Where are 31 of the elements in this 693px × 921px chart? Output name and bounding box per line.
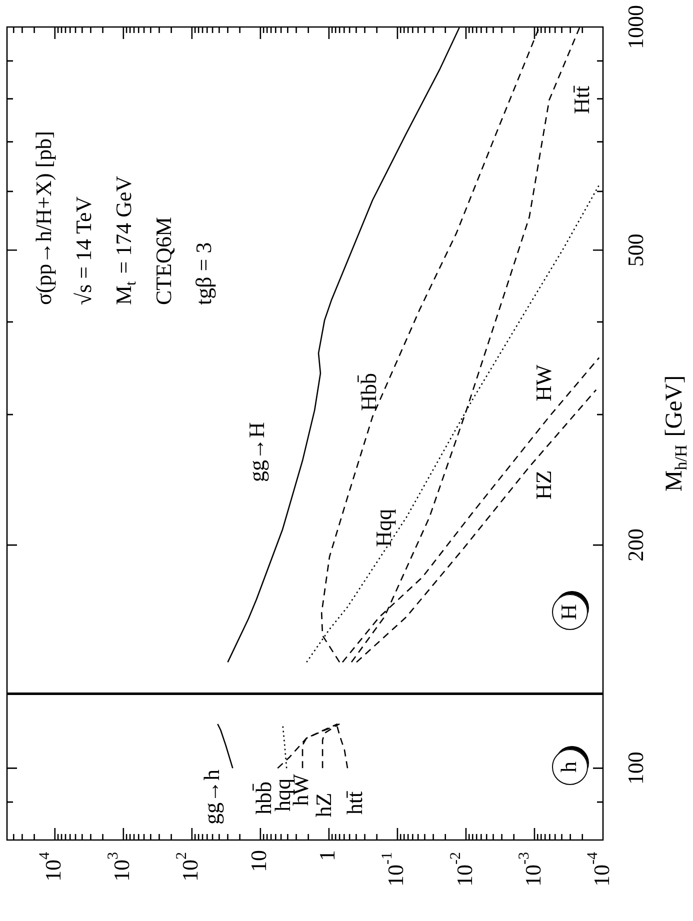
annotation: Hbb̄ <box>356 373 381 411</box>
x-tick-label: 10-3 <box>516 852 546 886</box>
annotation: Htt̄ <box>568 85 594 114</box>
y-tick-label: 200 <box>622 528 648 562</box>
y-axis-title: Mh/H [GeV] <box>661 375 691 492</box>
annotation: htt̄ <box>342 790 367 815</box>
annotation: tgβ = 3 <box>190 242 216 305</box>
x-tick-label: 10-4 <box>585 852 614 886</box>
y-tick-label: 1000 <box>622 5 648 49</box>
annotation: CTEQ6M <box>150 217 176 305</box>
x-tick-label: 104 <box>36 852 66 882</box>
annotation: hZ <box>310 792 336 818</box>
x-tick-label: 103 <box>105 852 134 882</box>
annotation: σ(pp→h/H+X) [pb] <box>30 131 56 305</box>
annotation: HZ <box>530 470 556 500</box>
annotation: Hqq <box>370 509 396 547</box>
annotation: HW <box>530 364 556 402</box>
annotation: gg→H <box>244 422 269 482</box>
y-tick-label: 100 <box>622 752 648 785</box>
annotation: √s = 14 TeV <box>70 196 96 305</box>
y-tick-label: 500 <box>622 234 648 267</box>
annotation: gg→h <box>198 770 224 824</box>
x-tick-label: 10 <box>246 850 272 872</box>
annotation: H <box>556 604 581 620</box>
annotation: Mt = 174 GeV <box>110 176 140 305</box>
x-tick-label: 10-2 <box>448 852 477 886</box>
annotation: h <box>556 762 581 772</box>
x-tick-label: 1 <box>314 850 340 861</box>
x-tick-label: 102 <box>174 852 203 882</box>
annotation: hbb̄ <box>250 782 276 814</box>
x-tick-label: 10-1 <box>379 852 408 886</box>
